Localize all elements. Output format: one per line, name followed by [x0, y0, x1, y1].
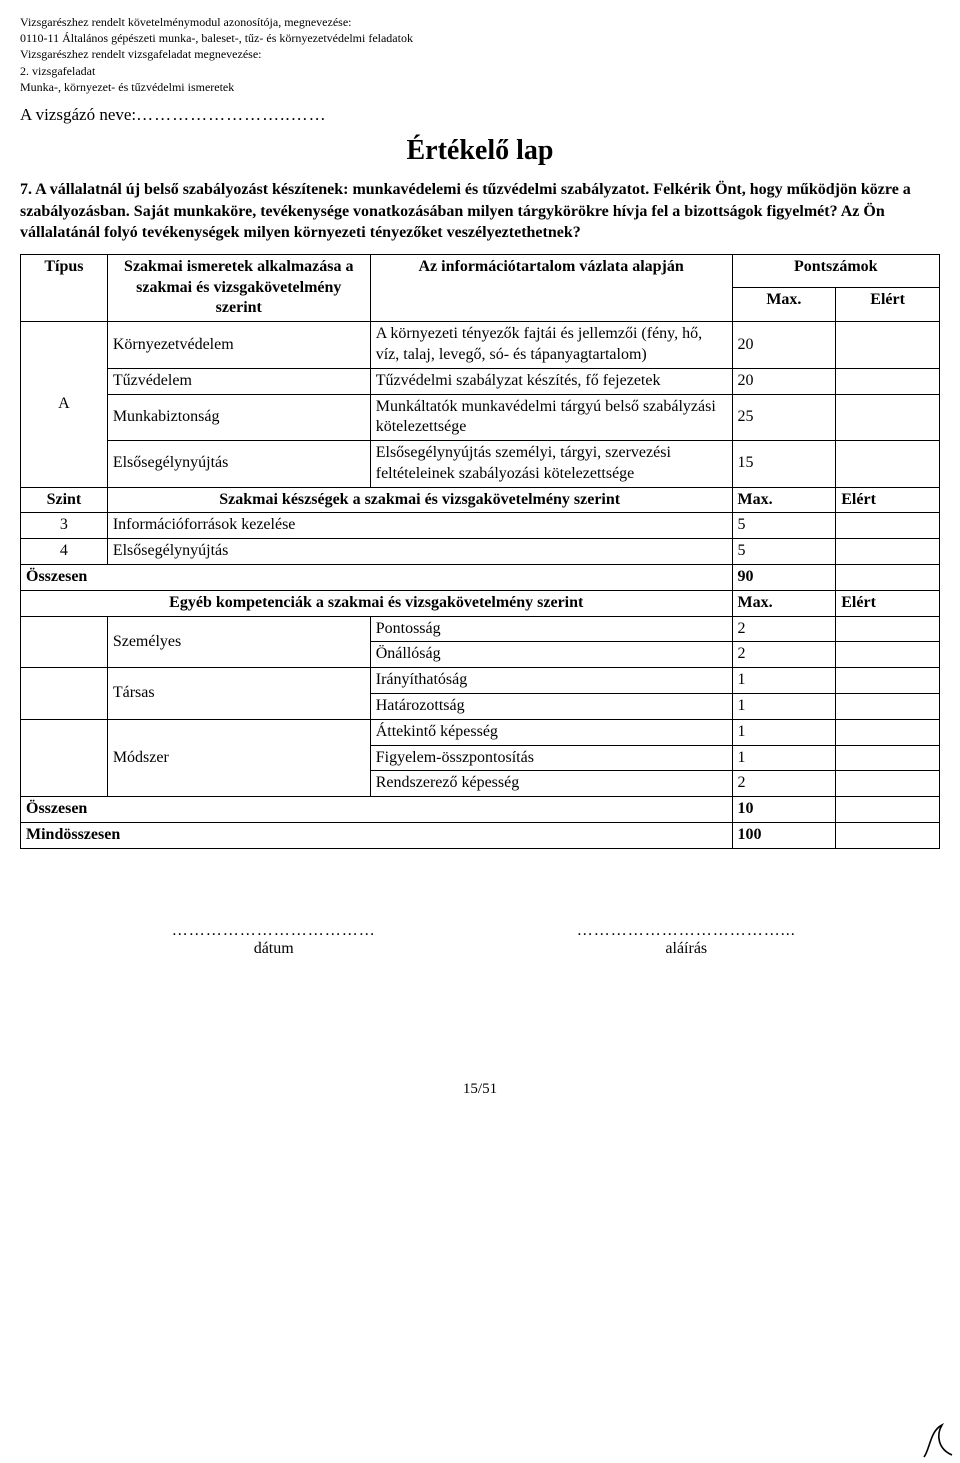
e1-elert: [836, 616, 940, 642]
r2-elert: [836, 368, 940, 394]
header-max-2: Max.: [732, 487, 836, 513]
header-elert: Elért: [836, 288, 940, 322]
header-meta: Vizsgarészhez rendelt követelménymodul a…: [20, 14, 940, 95]
e4-text: Határozottság: [370, 694, 732, 720]
header-tipus: Típus: [21, 254, 108, 321]
page-curl-icon: [922, 1421, 956, 1459]
e3-text: Irányíthatóság: [370, 668, 732, 694]
e7-text: Rendszerező képesség: [370, 771, 732, 797]
header-elert-2: Elért: [836, 487, 940, 513]
header-line-1: Vizsgarészhez rendelt követelménymodul a…: [20, 14, 940, 30]
e2-max: 2: [732, 642, 836, 668]
e5-max: 1: [732, 719, 836, 745]
header-max: Max.: [732, 288, 836, 322]
r4-name: Elsősegélynyújtás: [107, 441, 370, 488]
r1-max: 20: [732, 322, 836, 369]
e2-text: Önállóság: [370, 642, 732, 668]
r2-name: Tűzvédelem: [107, 368, 370, 394]
r2-desc: Tűzvédelmi szabályzat készítés, fő fejez…: [370, 368, 732, 394]
e2-elert: [836, 642, 940, 668]
osszesen-1-label: Összesen: [21, 565, 733, 591]
e3-max: 1: [732, 668, 836, 694]
r2-max: 20: [732, 368, 836, 394]
header-max-3: Max.: [732, 590, 836, 616]
e3-elert: [836, 668, 940, 694]
header-szakmai: Szakmai ismeretek alkalmazása a szakmai …: [107, 254, 370, 321]
header-keszseg: Szakmai készségek a szakmai és vizsgaköv…: [107, 487, 732, 513]
e1-text: Pontosság: [370, 616, 732, 642]
e6-elert: [836, 745, 940, 771]
group-modszer: Módszer: [107, 719, 370, 796]
group-modszer-lead: [21, 719, 108, 796]
header-info: Az információtartalom vázlata alapján: [370, 254, 732, 321]
header-line-3: Vizsgarészhez rendelt vizsgafeladat megn…: [20, 46, 940, 62]
r3-desc: Munkáltatók munkavédelmi tárgyú belső sz…: [370, 394, 732, 441]
question-text: 7. A vállalatnál új belső szabályozást k…: [20, 179, 940, 244]
e7-elert: [836, 771, 940, 797]
r1-name: Környezetvédelem: [107, 322, 370, 369]
e4-elert: [836, 694, 940, 720]
osszesen-2-elert: [836, 797, 940, 823]
group-tarsas-lead: [21, 668, 108, 720]
header-szint: Szint: [21, 487, 108, 513]
s2-elert: [836, 539, 940, 565]
signature-label: aláírás: [665, 940, 707, 957]
s2-max: 5: [732, 539, 836, 565]
r3-elert: [836, 394, 940, 441]
page-number: 15/51: [20, 1081, 940, 1098]
header-pontszamok: Pontszámok: [732, 254, 939, 288]
group-szemelyes-lead: [21, 616, 108, 668]
mindosszesen-label: Mindösszesen: [21, 823, 733, 849]
r3-name: Munkabiztonság: [107, 394, 370, 441]
examinee-name-label: A vizsgázó neve:: [20, 105, 136, 124]
osszesen-2-val: 10: [732, 797, 836, 823]
s1-max: 5: [732, 513, 836, 539]
mindosszesen-elert: [836, 823, 940, 849]
s2-level: 4: [21, 539, 108, 565]
group-a: A: [21, 322, 108, 488]
r4-desc: Elsősegélynyújtás személyi, tárgyi, szer…: [370, 441, 732, 488]
page-title: Értékelő lap: [20, 135, 940, 167]
e7-max: 2: [732, 771, 836, 797]
r4-max: 15: [732, 441, 836, 488]
date-dots: ………………………………: [172, 922, 376, 939]
signature-row: ……………………………… dátum ………………………………... aláír…: [20, 919, 940, 961]
header-elert-3: Elért: [836, 590, 940, 616]
e6-text: Figyelem-összpontosítás: [370, 745, 732, 771]
header-egyeb: Egyéb kompetenciák a szakmai és vizsgakö…: [21, 590, 733, 616]
s1-elert: [836, 513, 940, 539]
osszesen-2-label: Összesen: [21, 797, 733, 823]
examinee-name-dots: ……………………..……: [136, 105, 327, 124]
group-szemelyes: Személyes: [107, 616, 370, 668]
e4-max: 1: [732, 694, 836, 720]
date-label: dátum: [254, 940, 294, 957]
r3-max: 25: [732, 394, 836, 441]
e1-max: 2: [732, 616, 836, 642]
header-line-5: Munka-, környezet- és tűzvédelmi ismeret…: [20, 79, 940, 95]
signature-dots: ………………………………...: [577, 922, 796, 939]
osszesen-1-val: 90: [732, 565, 836, 591]
r4-elert: [836, 441, 940, 488]
e5-elert: [836, 719, 940, 745]
e5-text: Áttekintő képesség: [370, 719, 732, 745]
r1-desc: A környezeti tényezők fajtái és jellemző…: [370, 322, 732, 369]
header-line-2: 0110-11 Általános gépészeti munka-, bale…: [20, 30, 940, 46]
group-tarsas: Társas: [107, 668, 370, 720]
osszesen-1-elert: [836, 565, 940, 591]
examinee-name-line: A vizsgázó neve:……………………..……: [20, 105, 940, 125]
header-line-4: 2. vizsgafeladat: [20, 63, 940, 79]
s1-text: Információforrások kezelése: [107, 513, 732, 539]
s1-level: 3: [21, 513, 108, 539]
r1-elert: [836, 322, 940, 369]
evaluation-table: Típus Szakmai ismeretek alkalmazása a sz…: [20, 254, 940, 849]
e6-max: 1: [732, 745, 836, 771]
s2-text: Elsősegélynyújtás: [107, 539, 732, 565]
mindosszesen-val: 100: [732, 823, 836, 849]
